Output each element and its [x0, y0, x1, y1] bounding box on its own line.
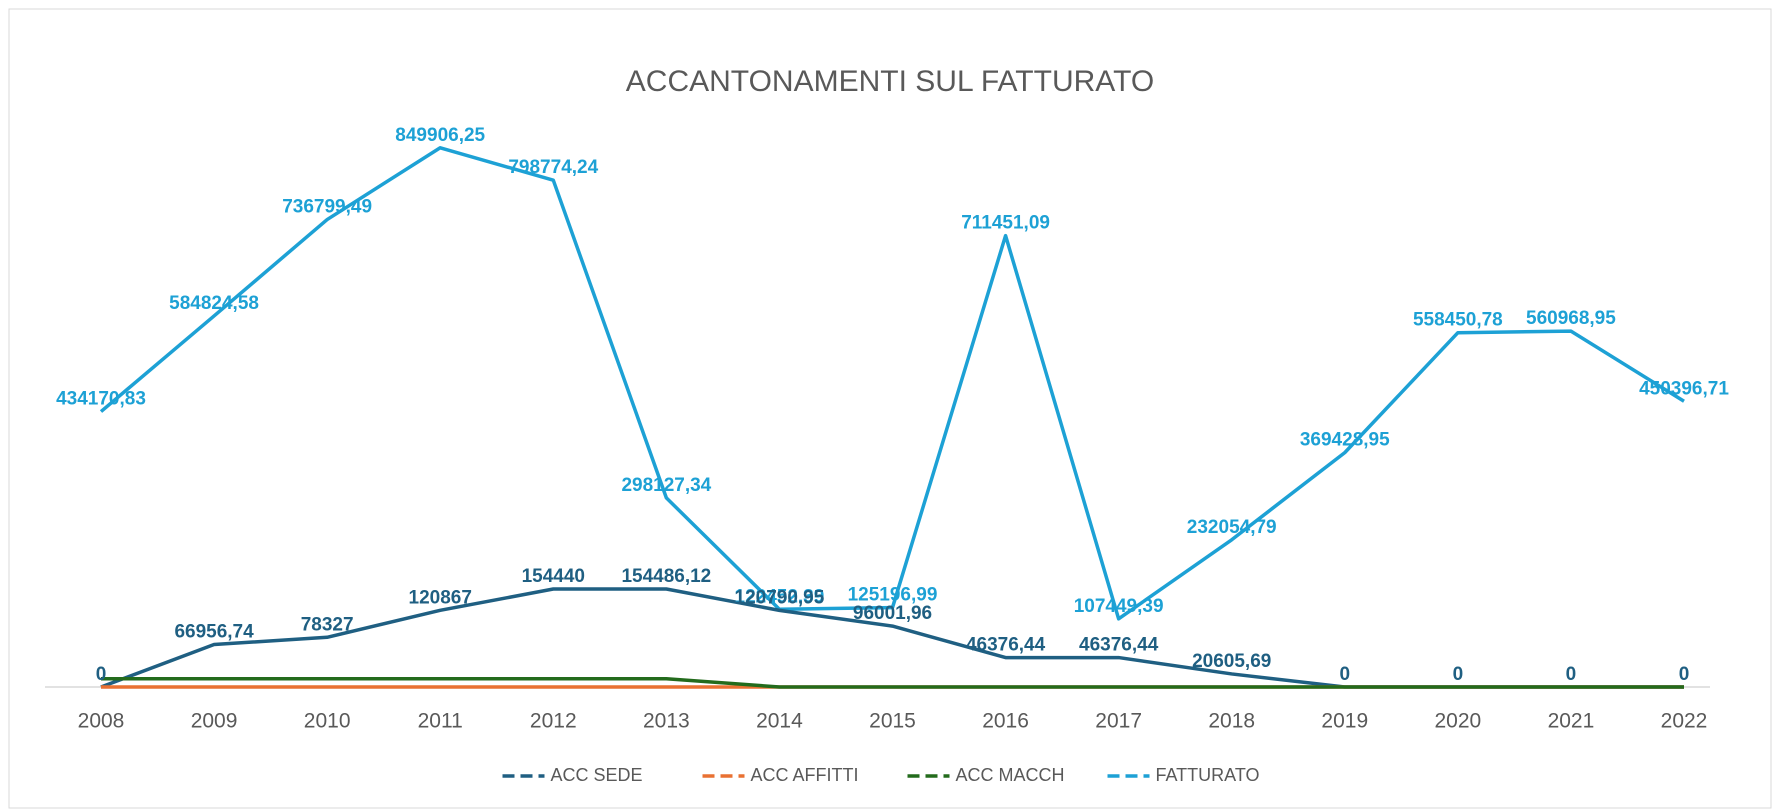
data-label: 369428,95	[1300, 430, 1390, 451]
data-label: 78327	[301, 614, 354, 635]
data-label: 560968,95	[1526, 308, 1616, 329]
x-tick-label: 2009	[191, 710, 238, 733]
data-label: 584824,58	[169, 293, 259, 314]
x-tick-label: 2008	[78, 710, 125, 733]
legend-label: ACC MACCH	[956, 765, 1065, 785]
legend-label: FATTURATO	[1156, 765, 1260, 785]
x-tick-label: 2012	[530, 710, 577, 733]
data-label: 434170,83	[56, 389, 146, 410]
series-line	[99, 146, 1685, 621]
x-tick-label: 2019	[1321, 710, 1368, 733]
data-label: 0	[96, 664, 107, 685]
data-label: 96001,96	[853, 603, 932, 624]
data-label: 46376,44	[1079, 635, 1159, 656]
data-label: 849906,25	[395, 125, 485, 146]
data-label: 232054,79	[1187, 517, 1277, 538]
chart-border	[8, 8, 1772, 809]
x-tick-label: 2013	[643, 710, 690, 733]
data-label: 0	[1453, 664, 1464, 685]
x-tick-label: 2018	[1208, 710, 1255, 733]
series-line	[101, 677, 1684, 689]
data-label: 298127,34	[621, 475, 711, 496]
data-label: 154486,12	[621, 566, 711, 587]
x-tick-label: 2014	[756, 710, 803, 733]
data-label: 0	[1339, 664, 1350, 685]
data-label: 20605,69	[1192, 651, 1271, 672]
data-label: 711451,09	[961, 213, 1050, 234]
data-label: 66956,74	[174, 622, 254, 643]
x-tick-label: 2010	[304, 710, 351, 733]
data-label: 558450,78	[1413, 310, 1503, 331]
x-tick-label: 2017	[1095, 710, 1142, 733]
x-tick-label: 2016	[982, 710, 1029, 733]
data-label: 122452,39	[735, 586, 825, 607]
x-tick-label: 2011	[418, 710, 463, 733]
data-label: 798774,24	[508, 157, 598, 178]
chart-title: ACCANTONAMENTI SUL FATTURATO	[626, 65, 1154, 98]
x-tick-label: 2021	[1548, 710, 1595, 733]
data-label: 736799,49	[282, 197, 372, 218]
data-label: 450396,71	[1639, 378, 1729, 399]
data-label: 120867	[409, 587, 472, 608]
x-tick-label: 2015	[869, 710, 916, 733]
legend-label: ACC AFFITTI	[751, 765, 859, 785]
data-label: 125196,99	[848, 585, 938, 606]
x-tick-label: 2022	[1661, 710, 1708, 733]
data-label: 120790,95	[735, 587, 825, 608]
data-label: 154440	[522, 566, 585, 587]
x-tick-label: 2020	[1434, 710, 1481, 733]
data-label: 46376,44	[966, 635, 1046, 656]
legend-label: ACC SEDE	[551, 765, 643, 785]
data-label: 0	[1679, 664, 1690, 685]
data-label: 0	[1566, 664, 1577, 685]
data-label: 107449,39	[1074, 596, 1164, 617]
